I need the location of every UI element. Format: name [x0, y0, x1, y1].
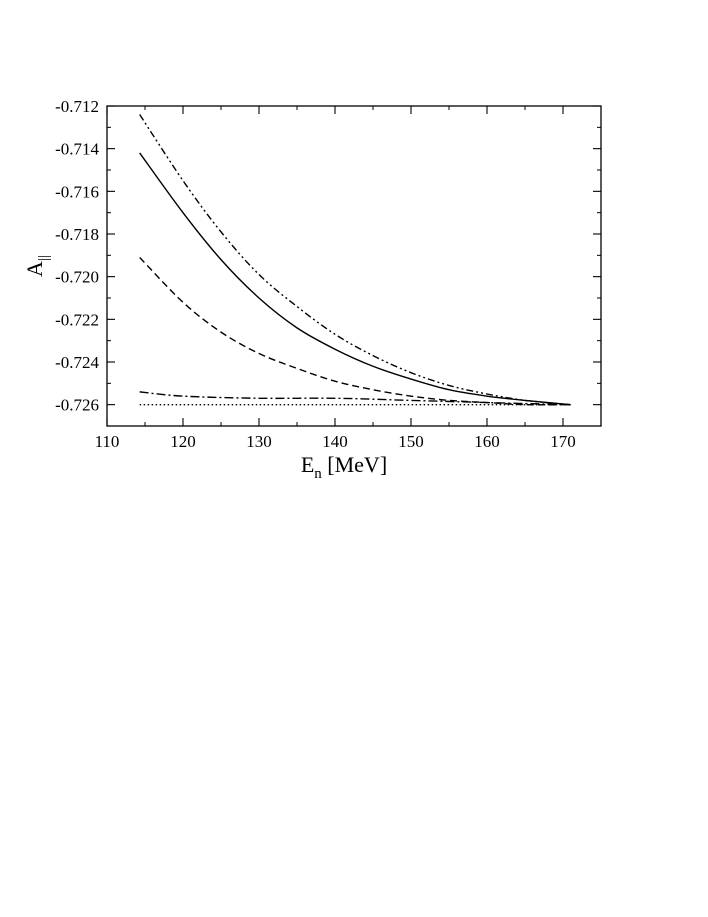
axis-ticks	[106, 105, 601, 427]
x-tick-label: 160	[474, 432, 500, 451]
series-line-solid	[139, 152, 571, 406]
y-tick-label: -0.722	[55, 310, 99, 329]
y-tick-label: -0.726	[55, 396, 99, 415]
series-group	[139, 114, 571, 406]
x-tick-label: 140	[322, 432, 348, 451]
y-tick-label: -0.724	[55, 353, 99, 372]
y-tick-labels: -0.712 -0.714 -0.716 -0.718 -0.720 -0.722 -0.7…	[55, 97, 99, 415]
x-tick-label: 110	[95, 432, 120, 451]
x-axis-title-main: E	[301, 452, 314, 477]
x-axis-title: En [MeV]	[301, 452, 387, 482]
y-tick-label: -0.716	[55, 182, 99, 201]
y-axis-title-subscript: ||	[36, 255, 52, 261]
y-axis-title: A||	[22, 255, 52, 277]
y-tick-label: -0.720	[55, 268, 99, 287]
y-axis-title-main: A	[22, 261, 47, 277]
x-tick-labels: 110 120 130 140 150 160 170	[95, 432, 576, 451]
y-tick-label: -0.712	[55, 97, 99, 116]
x-axis-title-subscript: n	[314, 466, 322, 482]
x-tick-label: 150	[398, 432, 424, 451]
y-tick-label: -0.714	[55, 140, 99, 159]
series-line-dashed	[139, 256, 571, 406]
x-tick-label: 120	[170, 432, 196, 451]
y-tick-label: -0.718	[55, 225, 99, 244]
x-tick-label: 130	[246, 432, 272, 451]
series-line-dash-dot-dot	[139, 114, 571, 406]
x-axis-title-unit: [MeV]	[322, 452, 387, 477]
series-line-dash-dot	[139, 391, 571, 406]
x-tick-label: 170	[550, 432, 576, 451]
plot-frame	[106, 105, 602, 427]
